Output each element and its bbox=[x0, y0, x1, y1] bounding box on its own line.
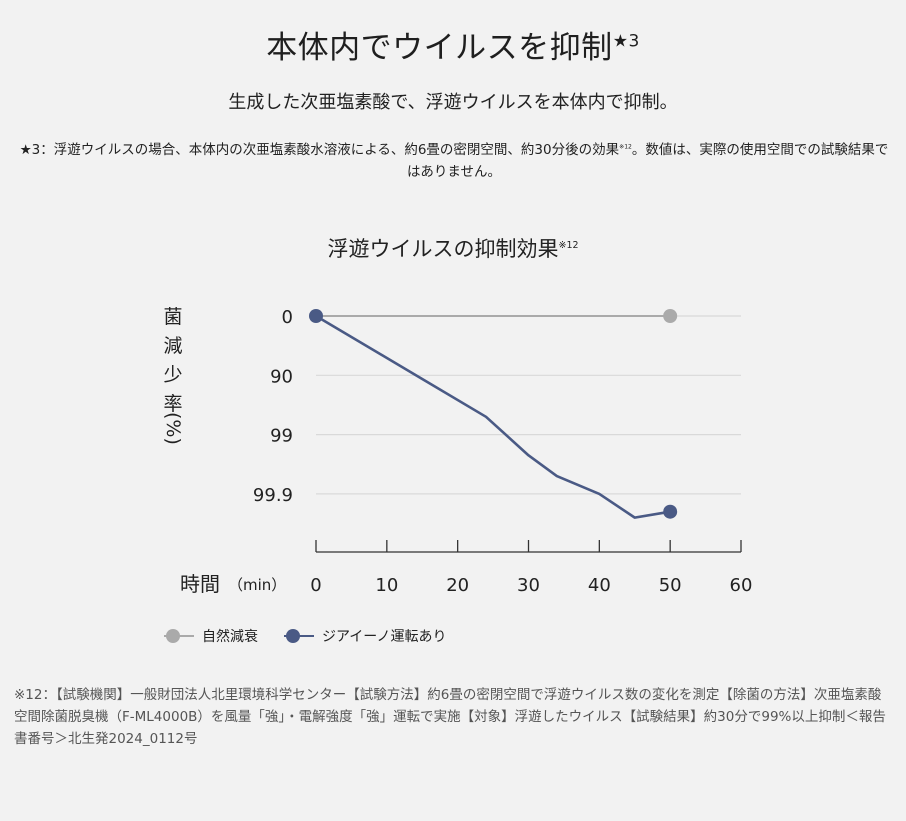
chart-axes bbox=[315, 540, 742, 553]
main-title-text: 本体内でウイルスを抑制 bbox=[266, 30, 613, 66]
x-tick-label: 30 bbox=[517, 575, 540, 596]
x-tick-label: 50 bbox=[659, 575, 682, 596]
legend-item-natural: 自然減衰 bbox=[164, 626, 258, 646]
footnote-star3-tail: 。数値は、実際の使用空間での試験結果ではありません。 bbox=[406, 142, 889, 180]
x-tick-label: 0 bbox=[310, 575, 321, 596]
y-tick-label: 99.9 bbox=[253, 485, 293, 506]
subtitle: 生成した次亜塩素酸で、浮遊ウイルスを本体内で抑制。 bbox=[228, 92, 678, 113]
y-tick-label: 99 bbox=[270, 426, 293, 447]
x-tick-label: 40 bbox=[588, 575, 611, 596]
y-tick-label: 0 bbox=[282, 307, 293, 328]
legend-label-ziaino: ジアイーノ運転あり bbox=[322, 629, 447, 645]
chart-grid bbox=[316, 315, 741, 495]
chart-labels: 0 90 99 99.9 0 10 20 30 40 50 60 時間 （min） bbox=[180, 307, 752, 596]
series-marker-end bbox=[663, 504, 678, 519]
chart-title-ref: ※12 bbox=[558, 240, 579, 251]
chart-series bbox=[309, 309, 678, 519]
legend-item-ziaino: ジアイーノ運転あり bbox=[284, 626, 446, 646]
chart-title-text: 浮遊ウイルスの抑制効果 bbox=[327, 237, 559, 261]
footnote-star3: ★3：浮遊ウイルスの場合、本体内の次亜塩素酸水溶液による、約6畳の密閉空間、約3… bbox=[14, 139, 894, 183]
x-axis-unit: （min） bbox=[228, 576, 286, 594]
legend-label-natural: 自然減衰 bbox=[202, 629, 258, 645]
legend-swatch-natural bbox=[164, 629, 194, 643]
y-tick-label: 90 bbox=[270, 366, 293, 387]
footnote-12: ※12：【試験機関】一般財団法人北里環境科学センター【試験方法】約6畳の密閉空間… bbox=[14, 687, 886, 747]
y-axis-label-text: 菌減少率 bbox=[163, 306, 183, 415]
y-axis-label: 菌減少率 (%) bbox=[158, 303, 188, 445]
legend: 自然減衰 ジアイーノ運転あり bbox=[164, 626, 472, 646]
footnote-star3-text: ★3：浮遊ウイルスの場合、本体内の次亜塩素酸水溶液による、約6畳の密閉空間、約3… bbox=[19, 142, 620, 158]
series-line-ziaino bbox=[315, 314, 671, 519]
x-tick-label: 20 bbox=[446, 575, 469, 596]
x-tick-label: 10 bbox=[375, 575, 398, 596]
chart-title: 浮遊ウイルスの抑制効果※12 bbox=[0, 233, 906, 265]
main-title-note: ★3 bbox=[612, 31, 640, 52]
series-marker-start bbox=[309, 309, 323, 323]
x-axis-label: 時間 bbox=[180, 572, 220, 596]
series-marker-end bbox=[663, 309, 678, 323]
main-title: 本体内でウイルスを抑制★3 bbox=[0, 28, 906, 68]
footnote-star3-ref: ※12 bbox=[619, 143, 632, 151]
legend-swatch-ziaino bbox=[284, 629, 314, 643]
x-tick-label: 60 bbox=[730, 575, 753, 596]
